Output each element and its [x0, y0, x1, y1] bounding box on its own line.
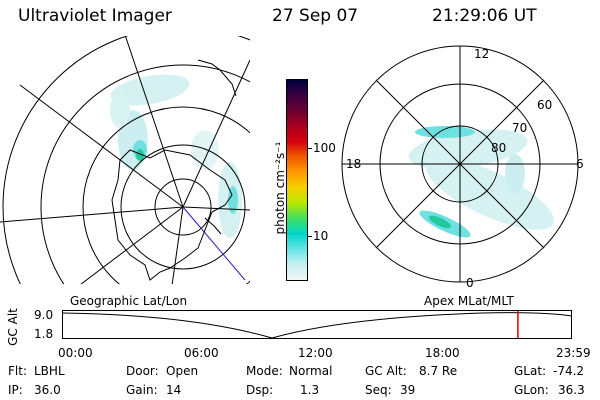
timeline-y-tick-high: 9.0	[34, 308, 54, 322]
timeline-y-label: GC Alt	[6, 308, 20, 346]
colorbar-tick-10: 10	[313, 229, 329, 243]
door-value: Open	[166, 364, 199, 378]
seq-value: 39	[400, 383, 416, 397]
colorbar	[286, 79, 308, 281]
mode-label: Mode:	[246, 364, 283, 378]
mlat-label-70: 70	[512, 121, 528, 135]
timeline-plot	[62, 310, 573, 339]
colorbar-tick-100: 100	[313, 141, 336, 155]
timeline-x-tick-0000: 00:00	[58, 346, 93, 360]
timeline-right-title: Apex MLat/MLT	[424, 294, 514, 308]
glat-value: -74.2	[553, 364, 585, 378]
glon-label: GLon:	[514, 383, 549, 397]
timeline-x-tick-1800: 18:00	[425, 346, 460, 360]
instrument-title: Ultraviolet Imager	[18, 6, 172, 26]
gc-alt-value: 8.7 Re	[419, 364, 458, 378]
mlat-label-60: 60	[537, 98, 553, 112]
dsp-value: 1.3	[300, 383, 320, 397]
gain-value: 14	[166, 383, 182, 397]
mlt-label-0: 0	[466, 276, 474, 290]
time-label: 21:29:06 UT	[432, 6, 537, 26]
timeline-x-tick-1200: 12:00	[298, 346, 333, 360]
ip-label: IP:	[8, 383, 23, 397]
seq-label: Seq:	[365, 383, 392, 397]
timeline-y-tick-low: 1.8	[34, 327, 54, 341]
gc-alt-label: GC Alt:	[365, 364, 407, 378]
timeline-x-tick-2359: 23:59	[556, 346, 591, 360]
door-label: Door:	[126, 364, 159, 378]
colorbar-tick-mark	[308, 148, 312, 149]
mlt-label-6: 6	[576, 157, 584, 171]
geographic-map	[0, 36, 250, 284]
filter-label: Flt:	[8, 364, 27, 378]
timeline-left-title: Geographic Lat/Lon	[70, 294, 188, 308]
colorbar-tick-mark	[308, 236, 312, 237]
ip-value: 36.0	[34, 383, 61, 397]
mlt-label-18: 18	[346, 157, 362, 171]
mode-value: Normal	[289, 364, 333, 378]
dsp-label: Dsp:	[246, 383, 274, 397]
timeline-x-tick-0600: 06:00	[184, 346, 219, 360]
mlat-label-80: 80	[491, 141, 507, 155]
glat-label: GLat:	[514, 364, 547, 378]
gain-label: Gain:	[126, 383, 158, 397]
polar-plot	[341, 45, 579, 283]
date-label: 27 Sep 07	[272, 6, 359, 26]
filter-value: LBHL	[34, 364, 65, 378]
mlt-label-12: 12	[474, 47, 490, 61]
colorbar-unit-label: photon cm⁻²s⁻¹	[273, 141, 287, 235]
glon-value: 36.3	[558, 383, 585, 397]
